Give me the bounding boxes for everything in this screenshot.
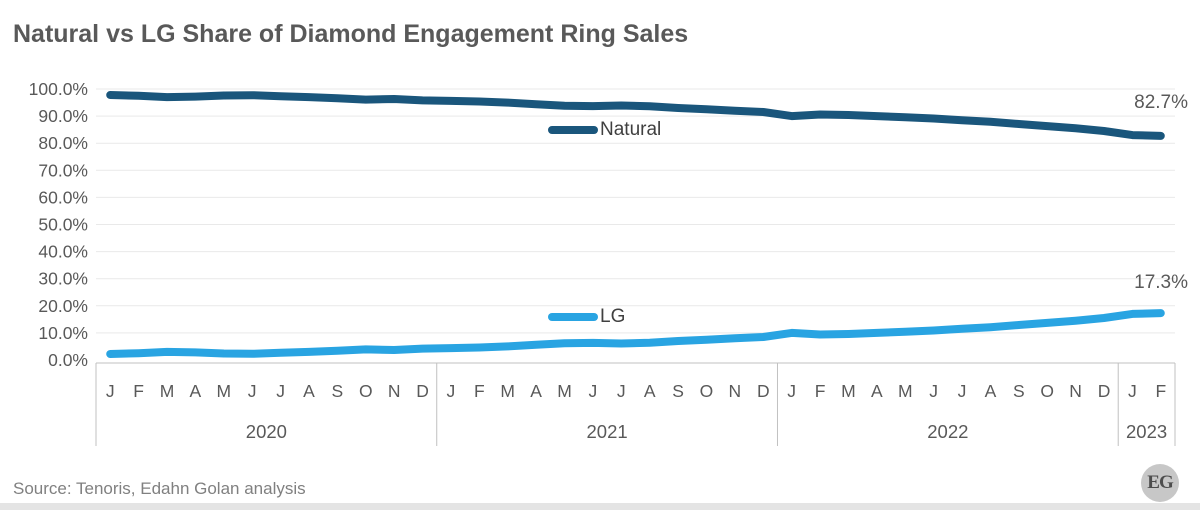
year-label-2022: 2022 [927,421,968,442]
lg-end-value-label: 17.3% [1134,272,1188,293]
natural-end-value-label: 82.7% [1134,92,1188,113]
y-tick-80.0%: 80.0% [38,133,88,153]
plot-area: 0.0% 10.0% 20.0% 30.0% 40.0% 50.0% 60.0% 70.0% 8… [29,79,1176,446]
month-tick: J [1128,381,1137,401]
month-tick: J [589,381,598,401]
month-tick: M [160,381,175,401]
source-note: Source: Tenoris, Edahn Golan analysis [13,479,306,498]
month-tick: N [1069,381,1082,401]
y-tick-30.0%: 30.0% [38,269,88,289]
month-tick: M [557,381,572,401]
chart-title: Natural vs LG Share of Diamond Engagemen… [13,20,689,48]
month-tick: S [672,381,684,401]
month-tick: F [1155,381,1166,401]
y-tick-0.0%: 0.0% [48,350,88,370]
month-tick: S [332,381,344,401]
month-tick: M [898,381,913,401]
month-tick: J [787,381,796,401]
month-tick: O [1040,381,1054,401]
y-tick-10.0%: 10.0% [38,323,88,343]
y-tick-100.0%: 100.0% [29,79,88,99]
month-tick: F [474,381,485,401]
month-tick: A [190,381,202,401]
y-tick-60.0%: 60.0% [38,187,88,207]
lg-line-swatch [548,313,598,321]
y-tick-90.0%: 90.0% [38,106,88,126]
footer-strip [0,503,1200,510]
month-tick: A [530,381,542,401]
month-tick: F [815,381,826,401]
lg-line [106,309,1165,358]
month-tick: J [248,381,257,401]
month-tick: M [500,381,515,401]
y-tick-50.0%: 50.0% [38,215,88,235]
month-tick: D [1098,381,1111,401]
eg-logo: EG [1141,464,1179,502]
month-tick: D [416,381,429,401]
month-tick: F [133,381,144,401]
year-label-2020: 2020 [246,421,287,442]
month-tick: J [447,381,456,401]
legend-natural-label: Natural [600,119,662,140]
month-tick: J [617,381,626,401]
legend-natural: Natural [548,119,661,141]
y-tick-20.0%: 20.0% [38,296,88,316]
year-label-2023: 2023 [1126,421,1167,442]
month-tick: J [106,381,115,401]
legend-lg: LG [548,306,625,328]
month-tick: S [1013,381,1025,401]
month-tick: N [729,381,742,401]
natural-line [106,91,1165,140]
month-tick: N [388,381,401,401]
month-tick: J [276,381,285,401]
month-tick: A [985,381,997,401]
month-tick: O [700,381,714,401]
month-tick: A [303,381,315,401]
month-tick: M [841,381,856,401]
legend-lg-label: LG [600,306,626,327]
y-tick-70.0%: 70.0% [38,160,88,180]
year-label-2021: 2021 [587,421,628,442]
month-tick: A [871,381,883,401]
natural-line-swatch [548,126,598,134]
y-tick-40.0%: 40.0% [38,242,88,262]
month-tick: J [958,381,967,401]
month-tick: D [757,381,770,401]
month-tick: M [216,381,231,401]
month-tick: O [359,381,373,401]
month-tick: A [644,381,656,401]
month-tick: J [929,381,938,401]
